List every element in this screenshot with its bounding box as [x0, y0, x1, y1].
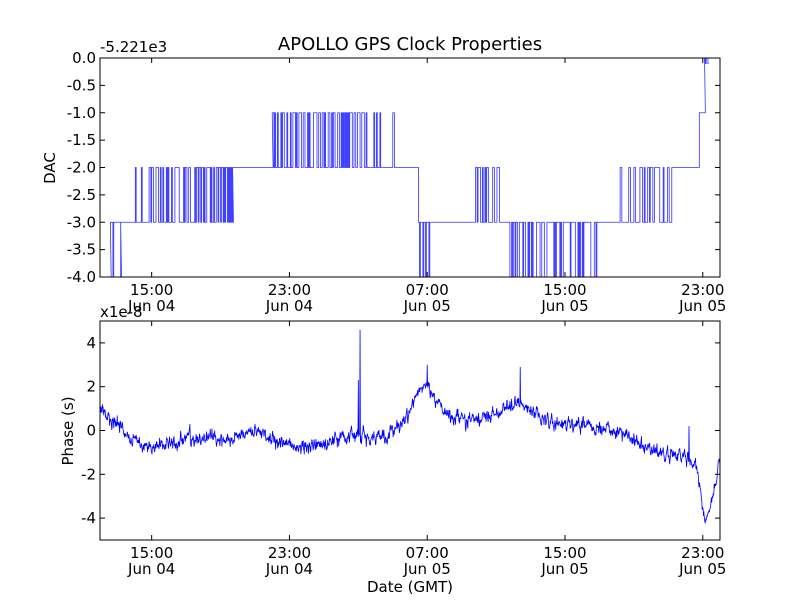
dac-ylabel: DAC	[41, 152, 59, 184]
dac-xtick-time: 07:00	[406, 281, 449, 299]
phase-ylabel: Phase (s)	[59, 396, 77, 465]
dac-xtick-date: Jun 05	[678, 297, 726, 315]
dac-series-line	[100, 58, 709, 277]
phase-xtick-date: Jun 05	[540, 560, 588, 578]
dac-xtick-date: Jun 04	[265, 297, 313, 315]
dac-xtick-time: 23:00	[681, 281, 724, 299]
phase-xtick-date: Jun 04	[127, 560, 175, 578]
dac-xtick-date: Jun 05	[403, 297, 451, 315]
dac-ytick-label: -3.5	[67, 241, 96, 259]
phase-ytick-label: 4	[86, 334, 96, 352]
dac-offset-label: -5.221e3	[100, 38, 167, 56]
dac-xtick-date: Jun 04	[127, 297, 175, 315]
dac-xtick-time: 15:00	[130, 281, 173, 299]
dac-ytick-label: -2.0	[67, 159, 96, 177]
phase-ytick-label: -2	[81, 465, 96, 483]
phase-xtick-time: 23:00	[681, 544, 724, 562]
dac-series-layer	[100, 58, 709, 277]
dac-ytick-label: -1.0	[67, 104, 96, 122]
dac-panel: 0.0 -0.5 -1.0 -1.5 -2.0 -2.5 -3.0 -3.5 -4.0 15:00…	[41, 38, 726, 315]
phase-ytick-label: 0	[86, 422, 96, 440]
phase-xtick-time: 15:00	[543, 544, 586, 562]
dac-ytick-label: -2.5	[67, 186, 96, 204]
dac-ytick-label: -3.0	[67, 213, 96, 231]
phase-xtick-date: Jun 05	[678, 560, 726, 578]
phase-offset-label: x1e-8	[100, 303, 143, 321]
phase-xtick-time: 07:00	[406, 544, 449, 562]
phase-ytick-label: 2	[86, 378, 96, 396]
dac-xtick-time: 23:00	[268, 281, 311, 299]
chart-title: APOLLO GPS Clock Properties	[278, 34, 542, 55]
dac-ytick-label: 0.0	[72, 49, 96, 67]
phase-series-layer	[100, 329, 720, 524]
dac-ticks: 0.0 -0.5 -1.0 -1.5 -2.0 -2.5 -3.0 -3.5 -4.0 15:00…	[67, 49, 727, 315]
dac-ytick-label: -1.5	[67, 131, 96, 149]
phase-xlabel: Date (GMT)	[367, 578, 453, 596]
phase-ytick-label: -4	[81, 509, 96, 527]
dac-xtick-time: 15:00	[543, 281, 586, 299]
dac-xtick-date: Jun 05	[540, 297, 588, 315]
phase-xtick-time: 23:00	[268, 544, 311, 562]
dac-ytick-label: -4.0	[67, 268, 96, 286]
phase-xtick-date: Jun 05	[403, 560, 451, 578]
phase-series-line	[100, 329, 720, 524]
dac-ytick-label: -0.5	[67, 76, 96, 94]
phase-xtick-time: 15:00	[130, 544, 173, 562]
phase-xtick-date: Jun 04	[265, 560, 313, 578]
